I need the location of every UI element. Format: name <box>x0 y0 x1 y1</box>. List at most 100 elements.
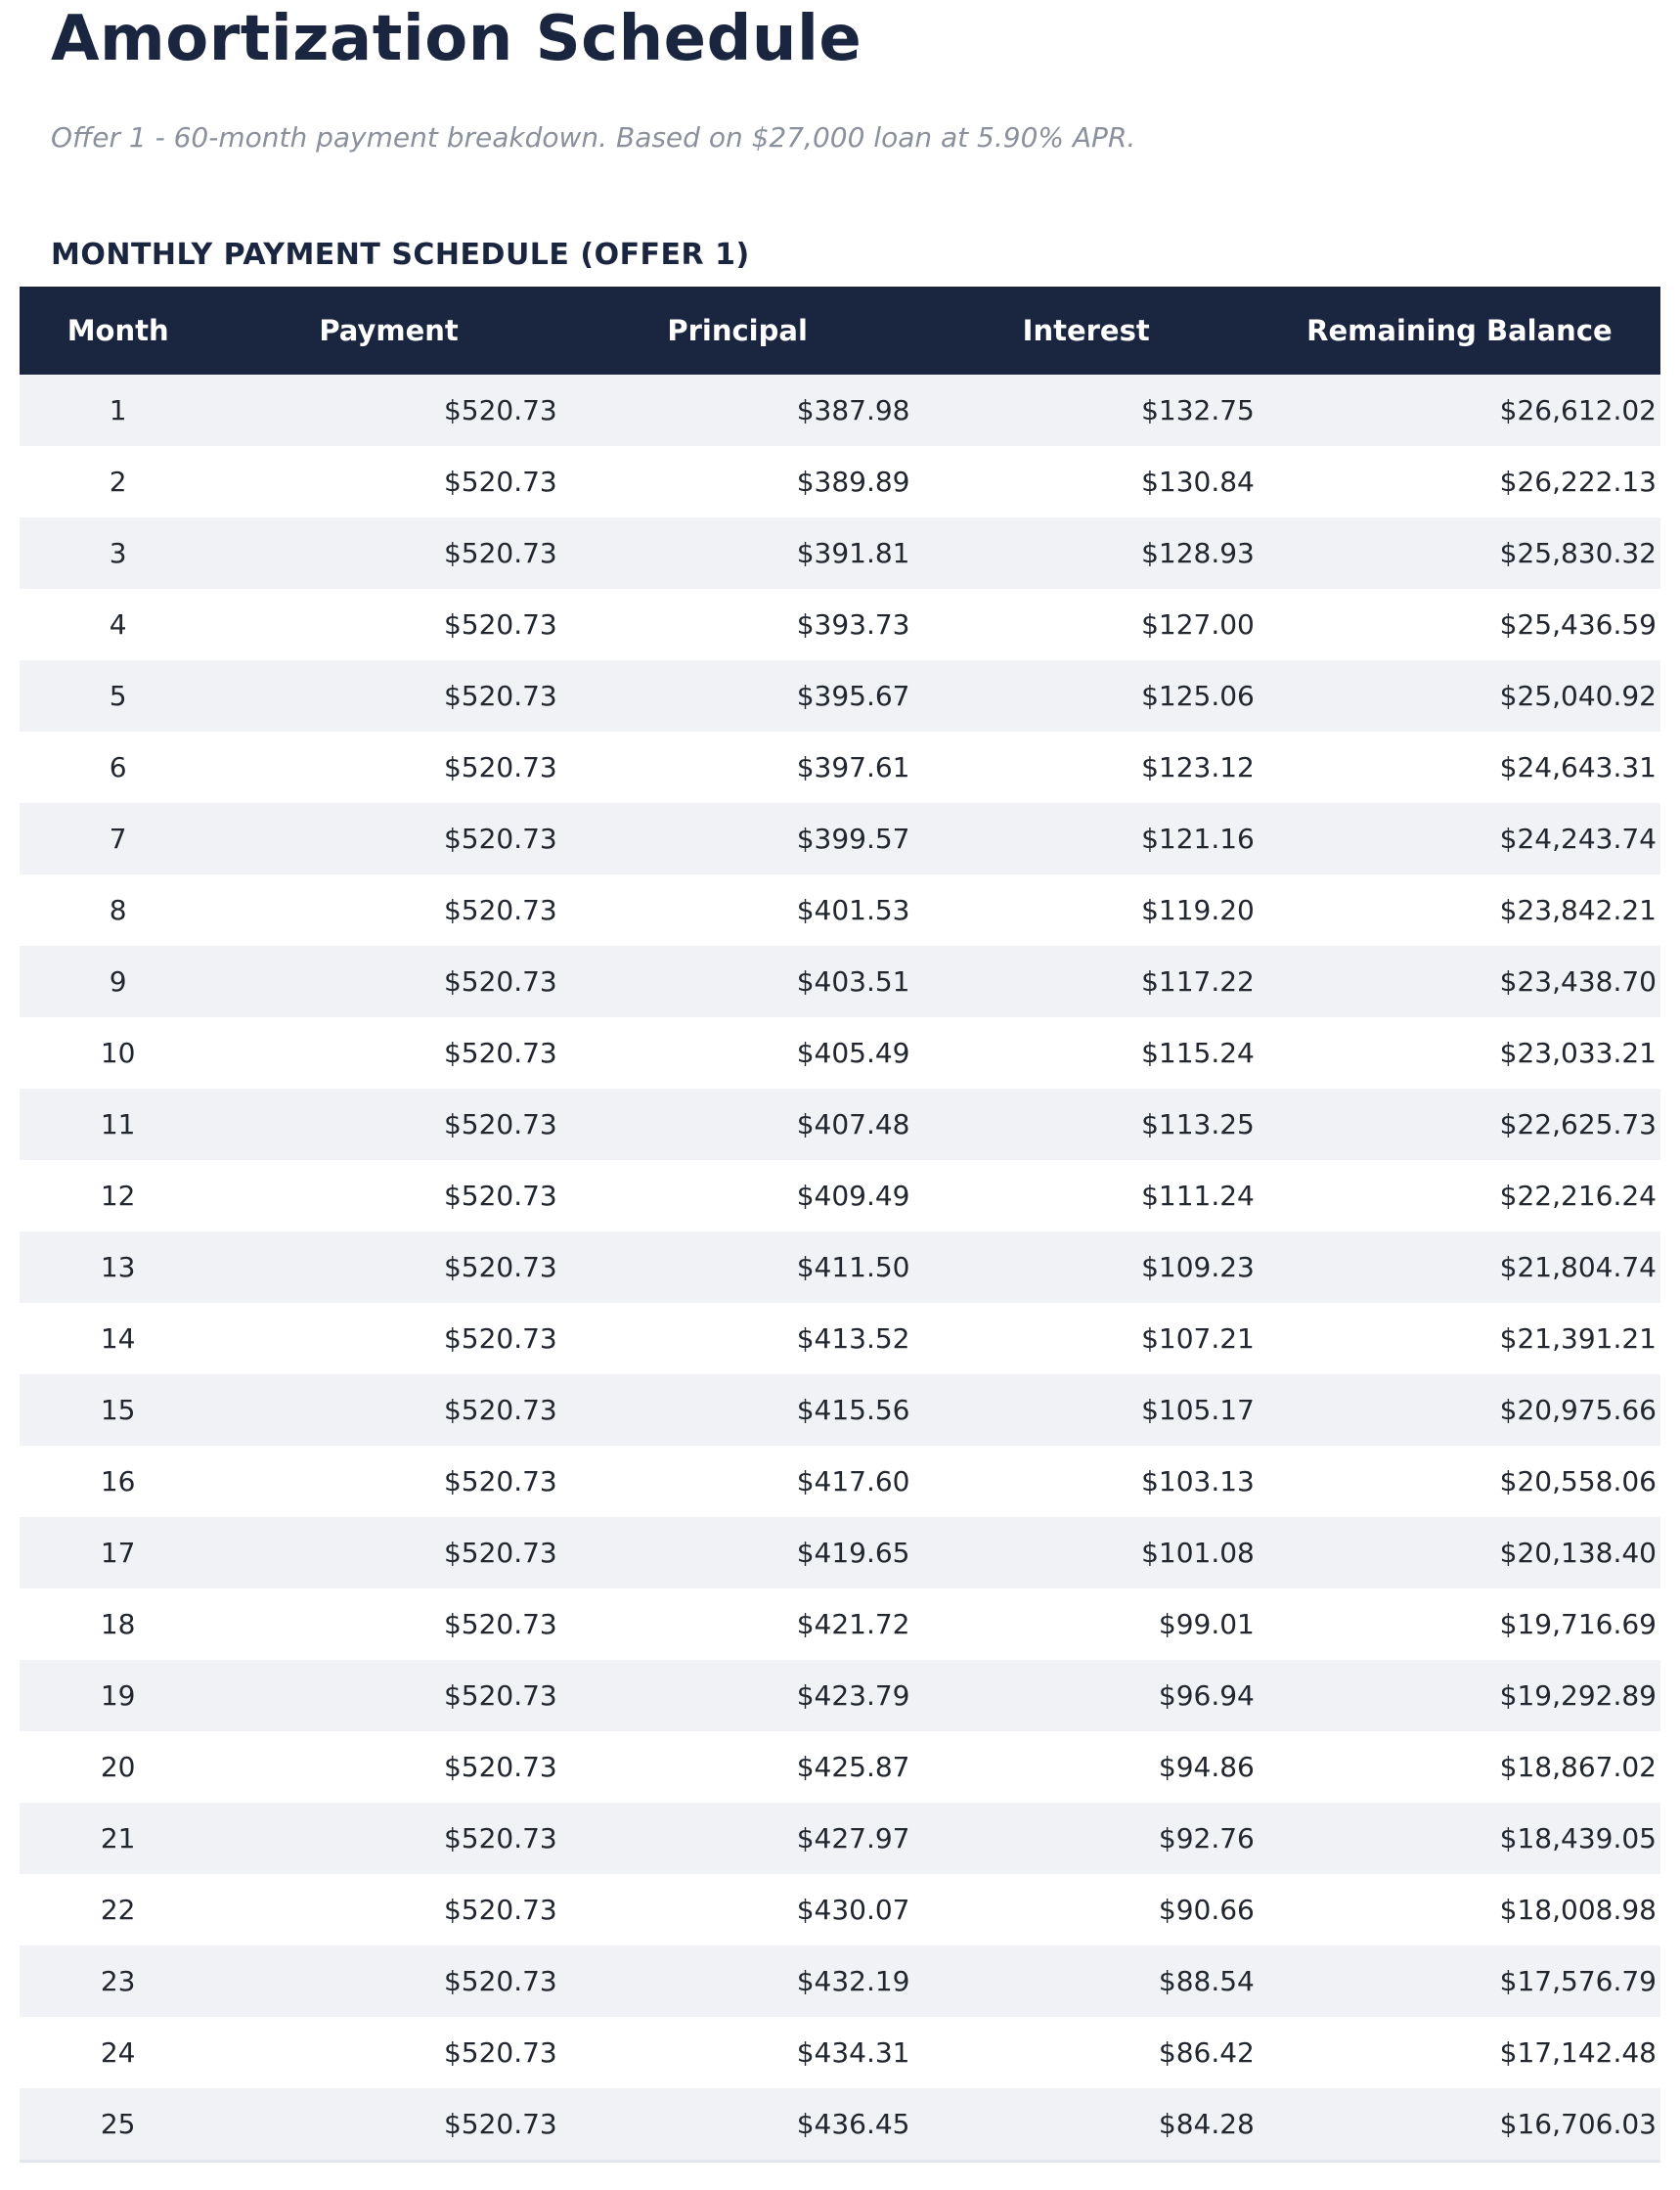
cell-month: 9 <box>109 965 127 999</box>
cell-principal: $417.60 <box>796 1465 910 1498</box>
cell-payment: $520.73 <box>443 1537 557 1570</box>
cell-principal: $432.19 <box>796 1965 910 1998</box>
cell-month: 25 <box>100 2108 136 2141</box>
cell-payment: $520.73 <box>443 1608 557 1641</box>
cell-interest: $86.42 <box>1158 2036 1255 2070</box>
cell-payment: $520.73 <box>443 2036 557 2070</box>
table-row: 25 $520.73 $436.45 $84.28 $16,706.03 <box>20 2088 1660 2162</box>
cell-payment: $520.73 <box>443 1465 557 1498</box>
cell-interest: $125.06 <box>1141 680 1255 713</box>
cell-month: 18 <box>100 1608 136 1641</box>
cell-payment: $520.73 <box>443 1180 557 1213</box>
cell-remaining-balance: $25,040.92 <box>1499 680 1657 713</box>
column-header-remaining-balance: Remaining Balance <box>1258 287 1660 376</box>
cell-remaining-balance: $26,222.13 <box>1499 466 1657 499</box>
table-row: 1 $520.73 $387.98 $132.75 $26,612.02 <box>20 375 1660 447</box>
table-row: 19 $520.73 $423.79 $96.94 $19,292.89 <box>20 1660 1660 1732</box>
cell-principal: $434.31 <box>796 2036 910 2070</box>
cell-interest: $105.17 <box>1141 1394 1255 1427</box>
cell-payment: $520.73 <box>443 823 557 856</box>
cell-interest: $99.01 <box>1158 1608 1255 1641</box>
cell-month: 5 <box>109 680 127 713</box>
cell-principal: $405.49 <box>796 1037 910 1070</box>
cell-interest: $92.76 <box>1158 1822 1255 1855</box>
table-row: 10 $520.73 $405.49 $115.24 $23,033.21 <box>20 1017 1660 1090</box>
cell-remaining-balance: $24,643.31 <box>1499 751 1657 784</box>
table-row: 4 $520.73 $393.73 $127.00 $25,436.59 <box>20 589 1660 661</box>
column-header-month: Month <box>20 287 217 376</box>
table-row: 15 $520.73 $415.56 $105.17 $20,975.66 <box>20 1374 1660 1447</box>
cell-payment: $520.73 <box>443 2108 557 2141</box>
table-row: 11 $520.73 $407.48 $113.25 $22,625.73 <box>20 1089 1660 1161</box>
cell-month: 16 <box>100 1465 136 1498</box>
column-header-interest: Interest <box>913 287 1259 376</box>
cell-month: 17 <box>100 1537 136 1570</box>
cell-interest: $128.93 <box>1141 537 1255 570</box>
cell-month: 8 <box>109 894 127 927</box>
cell-interest: $94.86 <box>1158 1751 1255 1784</box>
table-row: 5 $520.73 $395.67 $125.06 $25,040.92 <box>20 660 1660 733</box>
cell-payment: $520.73 <box>443 608 557 642</box>
cell-month: 1 <box>109 394 127 427</box>
cell-remaining-balance: $16,706.03 <box>1499 2108 1657 2141</box>
cell-principal: $423.79 <box>796 1679 910 1713</box>
cell-payment: $520.73 <box>443 1822 557 1855</box>
cell-payment: $520.73 <box>443 1394 557 1427</box>
cell-principal: $415.56 <box>796 1394 910 1427</box>
cell-month: 2 <box>109 466 127 499</box>
cell-remaining-balance: $20,138.40 <box>1499 1537 1657 1570</box>
table-body: 1 $520.73 $387.98 $132.75 $26,612.02 2 $… <box>20 375 1660 2162</box>
table-row: 3 $520.73 $391.81 $128.93 $25,830.32 <box>20 517 1660 590</box>
cell-payment: $520.73 <box>443 965 557 999</box>
cell-interest: $123.12 <box>1141 751 1255 784</box>
cell-principal: $389.89 <box>796 466 910 499</box>
cell-interest: $101.08 <box>1141 1537 1255 1570</box>
cell-principal: $395.67 <box>796 680 910 713</box>
cell-remaining-balance: $20,558.06 <box>1499 1465 1657 1498</box>
table-row: 13 $520.73 $411.50 $109.23 $21,804.74 <box>20 1231 1660 1304</box>
cell-payment: $520.73 <box>443 1679 557 1713</box>
cell-remaining-balance: $26,612.02 <box>1499 394 1657 427</box>
cell-remaining-balance: $19,292.89 <box>1499 1679 1657 1713</box>
table-row: 21 $520.73 $427.97 $92.76 $18,439.05 <box>20 1803 1660 1875</box>
cell-remaining-balance: $25,436.59 <box>1499 608 1657 642</box>
cell-interest: $84.28 <box>1158 2108 1255 2141</box>
table-row: 16 $520.73 $417.60 $103.13 $20,558.06 <box>20 1446 1660 1518</box>
table-header-row: Month Payment Principal Interest Remaini… <box>20 287 1660 376</box>
cell-remaining-balance: $21,391.21 <box>1499 1322 1657 1356</box>
cell-month: 12 <box>100 1180 136 1213</box>
cell-month: 6 <box>109 751 127 784</box>
cell-interest: $119.20 <box>1141 894 1255 927</box>
cell-payment: $520.73 <box>443 1751 557 1784</box>
cell-principal: $399.57 <box>796 823 910 856</box>
table-row: 18 $520.73 $421.72 $99.01 $19,716.69 <box>20 1588 1660 1661</box>
cell-interest: $109.23 <box>1141 1251 1255 1284</box>
cell-remaining-balance: $22,625.73 <box>1499 1108 1657 1141</box>
cell-payment: $520.73 <box>443 537 557 570</box>
table-header: Month Payment Principal Interest Remaini… <box>20 287 1660 376</box>
cell-principal: $425.87 <box>796 1751 910 1784</box>
cell-principal: $421.72 <box>796 1608 910 1641</box>
column-header-principal: Principal <box>560 287 914 376</box>
cell-payment: $520.73 <box>443 1037 557 1070</box>
cell-interest: $121.16 <box>1141 823 1255 856</box>
cell-principal: $397.61 <box>796 751 910 784</box>
table-row: 6 $520.73 $397.61 $123.12 $24,643.31 <box>20 732 1660 804</box>
cell-interest: $115.24 <box>1141 1037 1255 1070</box>
cell-month: 24 <box>100 2036 136 2070</box>
cell-payment: $520.73 <box>443 1965 557 1998</box>
cell-remaining-balance: $23,842.21 <box>1499 894 1657 927</box>
cell-payment: $520.73 <box>443 466 557 499</box>
cell-interest: $113.25 <box>1141 1108 1255 1141</box>
table-row: 17 $520.73 $419.65 $101.08 $20,138.40 <box>20 1517 1660 1589</box>
column-header-payment: Payment <box>216 287 561 376</box>
cell-interest: $127.00 <box>1141 608 1255 642</box>
table-row: 14 $520.73 $413.52 $107.21 $21,391.21 <box>20 1303 1660 1375</box>
table-row: 23 $520.73 $432.19 $88.54 $17,576.79 <box>20 1945 1660 2018</box>
cell-interest: $88.54 <box>1158 1965 1255 1998</box>
cell-principal: $401.53 <box>796 894 910 927</box>
cell-remaining-balance: $23,033.21 <box>1499 1037 1657 1070</box>
cell-remaining-balance: $17,576.79 <box>1499 1965 1657 1998</box>
cell-remaining-balance: $23,438.70 <box>1499 965 1657 999</box>
cell-remaining-balance: $25,830.32 <box>1499 537 1657 570</box>
